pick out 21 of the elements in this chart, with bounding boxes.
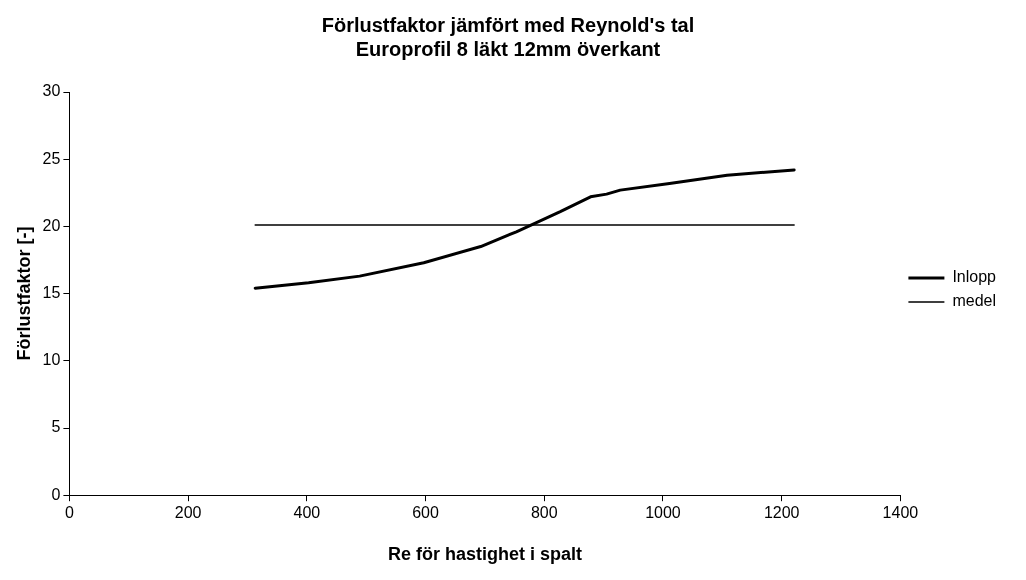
y-tick-label: 0 — [51, 485, 61, 503]
legend-label: medel — [952, 292, 996, 310]
y-tick-label: 10 — [42, 351, 61, 369]
y-tick-label: 25 — [42, 149, 61, 167]
x-axis-title: Re för hastighet i spalt — [387, 544, 582, 565]
y-axis-title: Förlustfaktor [-] — [13, 226, 34, 361]
x-tick-label: 800 — [530, 504, 558, 522]
x-tick-label: 400 — [293, 504, 321, 522]
x-tick-label: 200 — [174, 504, 202, 522]
text: Förlustfaktor jämfört med Reynold's tal — [321, 13, 695, 36]
x-tick-label: 0 — [64, 504, 74, 522]
y-tick-label: 30 — [42, 82, 61, 100]
text: Europrofil 8 läkt 12mm överkant — [355, 37, 661, 60]
x-tick-label: 1000 — [645, 504, 681, 522]
x-tick-label: 1400 — [882, 504, 919, 522]
y-tick-label: 5 — [51, 418, 61, 436]
x-tick-label: 1200 — [763, 504, 800, 522]
y-tick-label: 20 — [42, 216, 61, 234]
legend-label: Inlopp — [952, 268, 997, 286]
y-tick-label: 15 — [42, 284, 61, 302]
x-tick-label: 600 — [412, 504, 439, 522]
